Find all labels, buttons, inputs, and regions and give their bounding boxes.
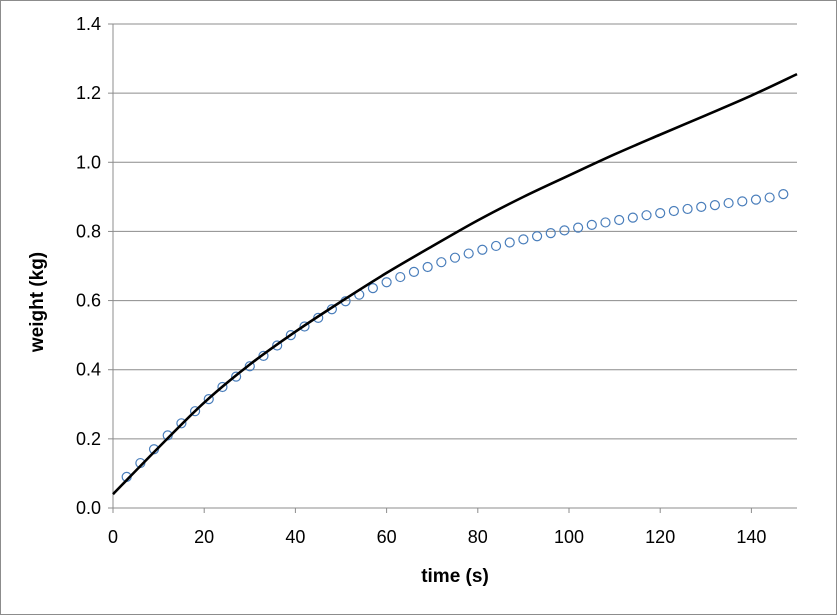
fit-curve-line: [112, 72, 798, 496]
data-point: [176, 418, 187, 429]
y-tick-label: 0.8: [76, 221, 101, 241]
data-point: [655, 208, 666, 219]
gridlines: [113, 23, 797, 440]
y-tick-label: 1.4: [76, 14, 101, 34]
data-point: [545, 228, 556, 239]
data-point: [449, 252, 461, 263]
data-point: [750, 194, 762, 205]
data-point: [614, 214, 625, 226]
data-point: [778, 188, 789, 200]
data-point: [504, 237, 515, 248]
data-point: [559, 225, 570, 236]
data-point: [272, 340, 283, 351]
y-tick-label: 0.0: [76, 498, 101, 518]
data-series: [112, 72, 798, 496]
data-point: [627, 212, 638, 223]
data-point: [231, 371, 242, 382]
x-tick-label: 40: [285, 527, 305, 547]
data-point: [490, 240, 502, 252]
x-tick-label: 60: [377, 527, 397, 547]
data-point: [189, 406, 201, 417]
data-point: [395, 271, 406, 283]
x-axis-title: time (s): [421, 566, 489, 587]
data-point: [422, 261, 433, 273]
data-point: [531, 231, 543, 242]
data-point: [586, 219, 597, 230]
data-point: [518, 234, 529, 245]
data-point: [641, 210, 652, 221]
data-point: [764, 192, 775, 203]
x-tick-labels: 0 20 40 60 80 100 120 140: [108, 527, 766, 547]
data-point: [244, 361, 255, 372]
data-point: [682, 203, 693, 215]
data-point: [737, 196, 748, 207]
data-point: [381, 277, 392, 288]
data-point: [217, 381, 228, 393]
data-point: [477, 244, 488, 255]
x-tick-label: 100: [554, 527, 584, 547]
y-tick-label: 1.2: [76, 83, 101, 103]
axes: [108, 23, 797, 513]
x-tick-label: 0: [108, 527, 118, 547]
y-axis-title: weight (kg): [27, 252, 48, 353]
data-point: [668, 205, 679, 217]
data-point: [436, 257, 447, 268]
data-point: [203, 394, 214, 405]
data-point: [463, 248, 474, 259]
data-point: [285, 330, 296, 341]
x-tick-label: 80: [468, 527, 488, 547]
data-point: [600, 217, 611, 228]
data-point: [696, 201, 707, 212]
data-point: [723, 197, 734, 209]
data-point: [299, 321, 310, 332]
x-tick-label: 140: [736, 527, 766, 547]
data-point: [573, 222, 584, 233]
y-tick-label: 1.0: [76, 152, 101, 172]
data-point: [258, 350, 269, 361]
data-point: [367, 283, 379, 294]
x-tick-label: 120: [645, 527, 675, 547]
x-tick-label: 20: [194, 527, 214, 547]
y-tick-label: 0.4: [76, 360, 101, 380]
y-tick-label: 0.6: [76, 291, 101, 311]
y-tick-labels: 0.0 0.2 0.4 0.6 0.8 1.0 1.2 1.4: [76, 14, 101, 518]
y-tick-label: 0.2: [76, 429, 101, 449]
data-point: [709, 200, 721, 211]
data-point: [408, 266, 420, 277]
